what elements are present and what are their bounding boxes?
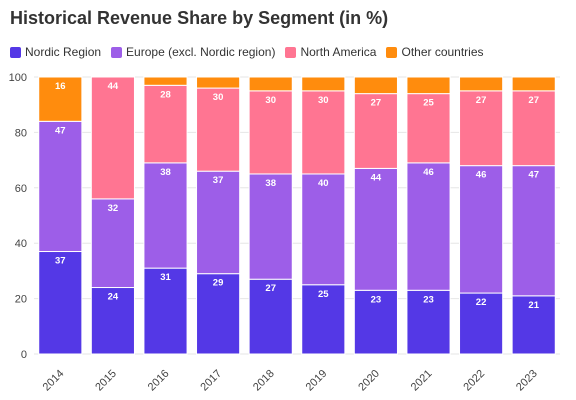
bar-segment [353, 76, 398, 95]
bar-segment [406, 76, 451, 95]
bar-segment [511, 165, 556, 297]
bar-data-label: 22 [476, 297, 487, 308]
bar-segment [196, 170, 241, 275]
legend-label: Other countries [401, 45, 484, 59]
bar-segment [459, 76, 504, 92]
x-tick-label: 2015 [93, 368, 119, 394]
bar-segment [90, 287, 135, 355]
bar-segment [143, 76, 188, 86]
bar-segment [248, 278, 293, 355]
bar-segment [196, 76, 241, 89]
legend-label: Europe (excl. Nordic region) [126, 45, 276, 59]
bar-data-label: 38 [160, 167, 171, 178]
bar-segment [406, 289, 451, 355]
bar-segment [353, 93, 398, 169]
bar-segment [511, 295, 556, 355]
x-tick-label: 2023 [514, 368, 540, 394]
bar-segment [301, 90, 346, 175]
legend-item: Nordic Region [10, 45, 101, 59]
bar-segment [143, 162, 188, 269]
bar-segment [196, 87, 241, 172]
bar-data-label: 21 [528, 300, 539, 311]
y-tick-label: 40 [15, 238, 27, 250]
bar-data-label: 23 [371, 294, 382, 305]
y-tick-label: 80 [15, 127, 27, 139]
legend-swatch [111, 46, 123, 58]
x-tick-label: 2021 [409, 368, 435, 394]
bar-segment [196, 273, 241, 355]
bar-data-label: 44 [371, 172, 382, 183]
x-tick-label: 2020 [356, 368, 382, 394]
bar-data-label: 23 [423, 294, 434, 305]
bar-data-label: 40 [318, 178, 329, 189]
bar-segment [511, 76, 556, 92]
bar-data-label: 37 [55, 256, 66, 267]
bar-data-label: 30 [213, 92, 224, 103]
bar-data-label: 30 [265, 95, 276, 106]
bar-segment [38, 120, 83, 253]
bar-segment [406, 162, 451, 291]
legend-item: North America [285, 45, 376, 59]
x-tick-label: 2014 [41, 368, 67, 394]
bar-segment [90, 198, 135, 289]
y-tick-label: 100 [9, 72, 27, 84]
bar-data-label: 27 [265, 283, 276, 294]
bar-segment [301, 173, 346, 286]
x-tick-label: 2016 [146, 368, 172, 394]
bar-data-label: 38 [265, 178, 276, 189]
legend-swatch [10, 46, 21, 58]
bar-segment [38, 76, 83, 122]
legend-item: Other countries [386, 45, 484, 59]
bar-segment [406, 93, 451, 164]
bar-data-label: 25 [318, 289, 329, 300]
bar-data-label: 28 [160, 89, 171, 100]
bar-data-label: 25 [423, 98, 434, 109]
x-tick-label: 2019 [304, 368, 330, 394]
bar-data-label: 27 [371, 98, 382, 109]
bar-data-label: 46 [423, 167, 434, 178]
bar-data-label: 46 [476, 170, 487, 181]
bar-data-label: 24 [108, 292, 119, 303]
bar-segment [248, 173, 293, 280]
bar-segment [459, 292, 504, 355]
bar-data-label: 27 [528, 95, 539, 106]
bar-data-label: 47 [528, 170, 539, 181]
bar-segment [459, 165, 504, 294]
bar-data-label: 32 [108, 203, 119, 214]
bar-segment [301, 76, 346, 92]
bar-data-label: 44 [108, 81, 119, 92]
legend-label: Nordic Region [25, 45, 102, 59]
y-tick-label: 20 [15, 294, 27, 306]
legend-label: North America [300, 45, 377, 59]
bar-segment [301, 284, 346, 355]
bar-segment [143, 84, 188, 164]
bar-segment [90, 76, 135, 200]
legend-item: Europe (excl. Nordic region) [111, 45, 275, 59]
x-tick-label: 2018 [251, 368, 277, 394]
bar-data-label: 30 [318, 95, 329, 106]
bar-data-label: 37 [213, 175, 224, 186]
legend-swatch [386, 46, 398, 58]
bar-data-label: 47 [55, 125, 66, 136]
bar-segment [143, 267, 188, 355]
bar-segment [248, 90, 293, 175]
bar-segment [38, 251, 83, 355]
y-tick-label: 60 [15, 183, 27, 195]
x-tick-label: 2017 [198, 368, 224, 394]
bar-segment [511, 90, 556, 167]
legend: Nordic Region Europe (excl. Nordic region… [10, 44, 484, 60]
x-tick-label: 2022 [461, 368, 487, 394]
y-tick-label: 0 [21, 349, 27, 361]
bar-segment [248, 76, 293, 92]
bar-data-label: 31 [160, 272, 171, 283]
bar-data-label: 27 [476, 95, 487, 106]
bar-data-label: 16 [55, 81, 66, 92]
bar-segment [353, 167, 398, 291]
bar-data-label: 29 [213, 278, 224, 289]
chart-title: Historical Revenue Share by Segment (in … [10, 8, 389, 28]
legend-swatch [285, 46, 297, 58]
bar-segment [353, 289, 398, 355]
